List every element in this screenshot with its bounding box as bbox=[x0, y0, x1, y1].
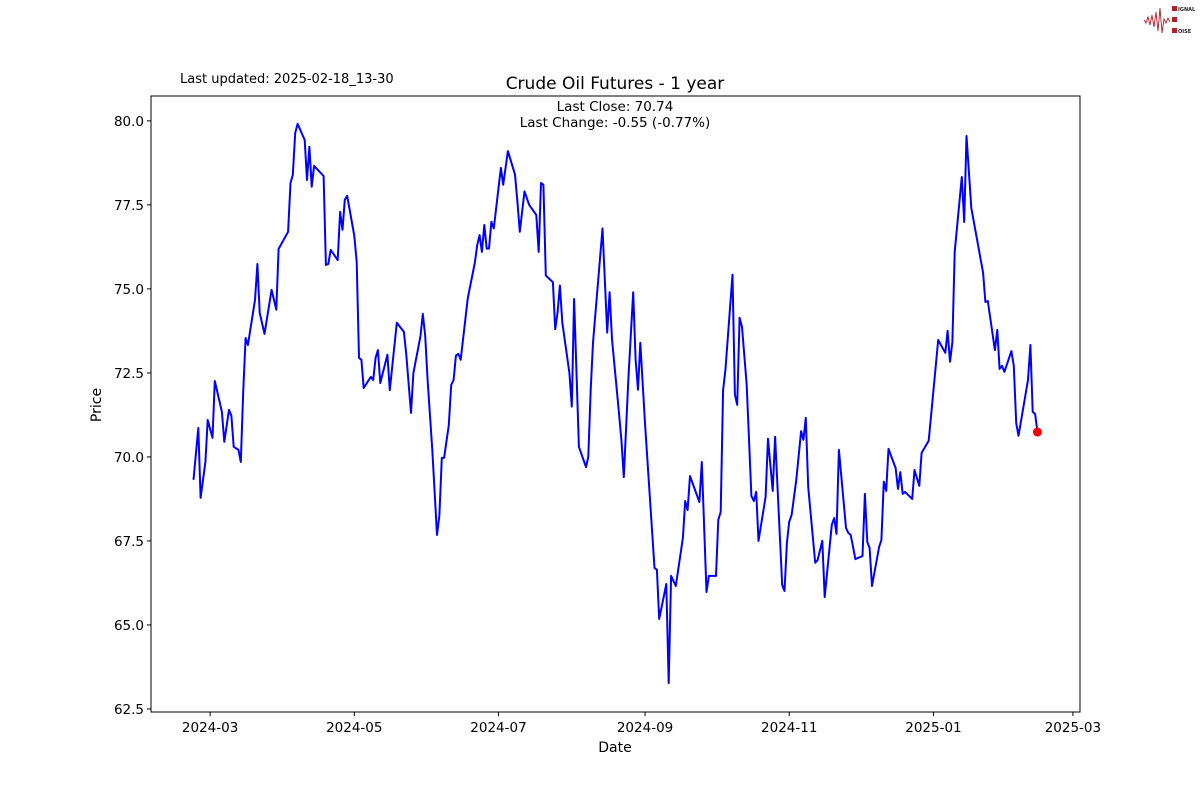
x-axis-label: Date bbox=[598, 740, 631, 756]
logo-text: IGNAL bbox=[1178, 7, 1195, 13]
x-tick-label: 2024-09 bbox=[617, 720, 673, 736]
x-tick-label: 2025-03 bbox=[1045, 720, 1101, 736]
y-axis-label: Price bbox=[89, 388, 105, 422]
last-updated-label: Last updated: 2025-02-18_13-30 bbox=[180, 72, 394, 87]
chart-title: Crude Oil Futures - 1 year bbox=[506, 74, 725, 94]
logo-waveform-icon bbox=[1143, 7, 1171, 34]
y-tick-label: 75.0 bbox=[114, 282, 144, 298]
y-tick-label: 80.0 bbox=[114, 114, 144, 130]
y-tick-label: 77.5 bbox=[114, 198, 144, 214]
y-tick-label: 70.0 bbox=[114, 450, 144, 466]
x-axis: 2024-03 2024-05 2024-07 2024-09 2024-11 2025-… bbox=[182, 712, 1101, 736]
x-tick-label: 2025-01 bbox=[905, 720, 961, 736]
last-close-marker bbox=[1032, 427, 1042, 437]
last-change-annotation: Last Change: -0.55 (-0.77%) bbox=[520, 115, 710, 131]
y-tick-label: 72.5 bbox=[114, 366, 144, 382]
plot-area bbox=[150, 95, 1081, 713]
y-tick-label: 65.0 bbox=[114, 618, 144, 634]
logo-box bbox=[1172, 17, 1177, 22]
plot-frame bbox=[150, 95, 1081, 713]
y-tick-label: 67.5 bbox=[114, 534, 144, 550]
logo-box bbox=[1172, 28, 1177, 33]
last-close-annotation: Last Close: 70.74 bbox=[557, 99, 674, 115]
logo-text: OISE bbox=[1178, 29, 1192, 35]
y-tick-label: 62.5 bbox=[114, 702, 144, 718]
x-tick-label: 2024-07 bbox=[470, 720, 526, 736]
x-tick-label: 2024-03 bbox=[182, 720, 238, 736]
price-line bbox=[192, 122, 1039, 685]
x-tick-label: 2024-11 bbox=[761, 720, 817, 736]
logo-box bbox=[1172, 6, 1177, 11]
y-axis: 62.5 65.0 67.5 70.0 72.5 75.0 77.5 80.0 bbox=[114, 114, 151, 718]
x-tick-label: 2024-05 bbox=[326, 720, 382, 736]
signal-2-noise-logo: IGNAL OISE bbox=[1143, 6, 1195, 35]
